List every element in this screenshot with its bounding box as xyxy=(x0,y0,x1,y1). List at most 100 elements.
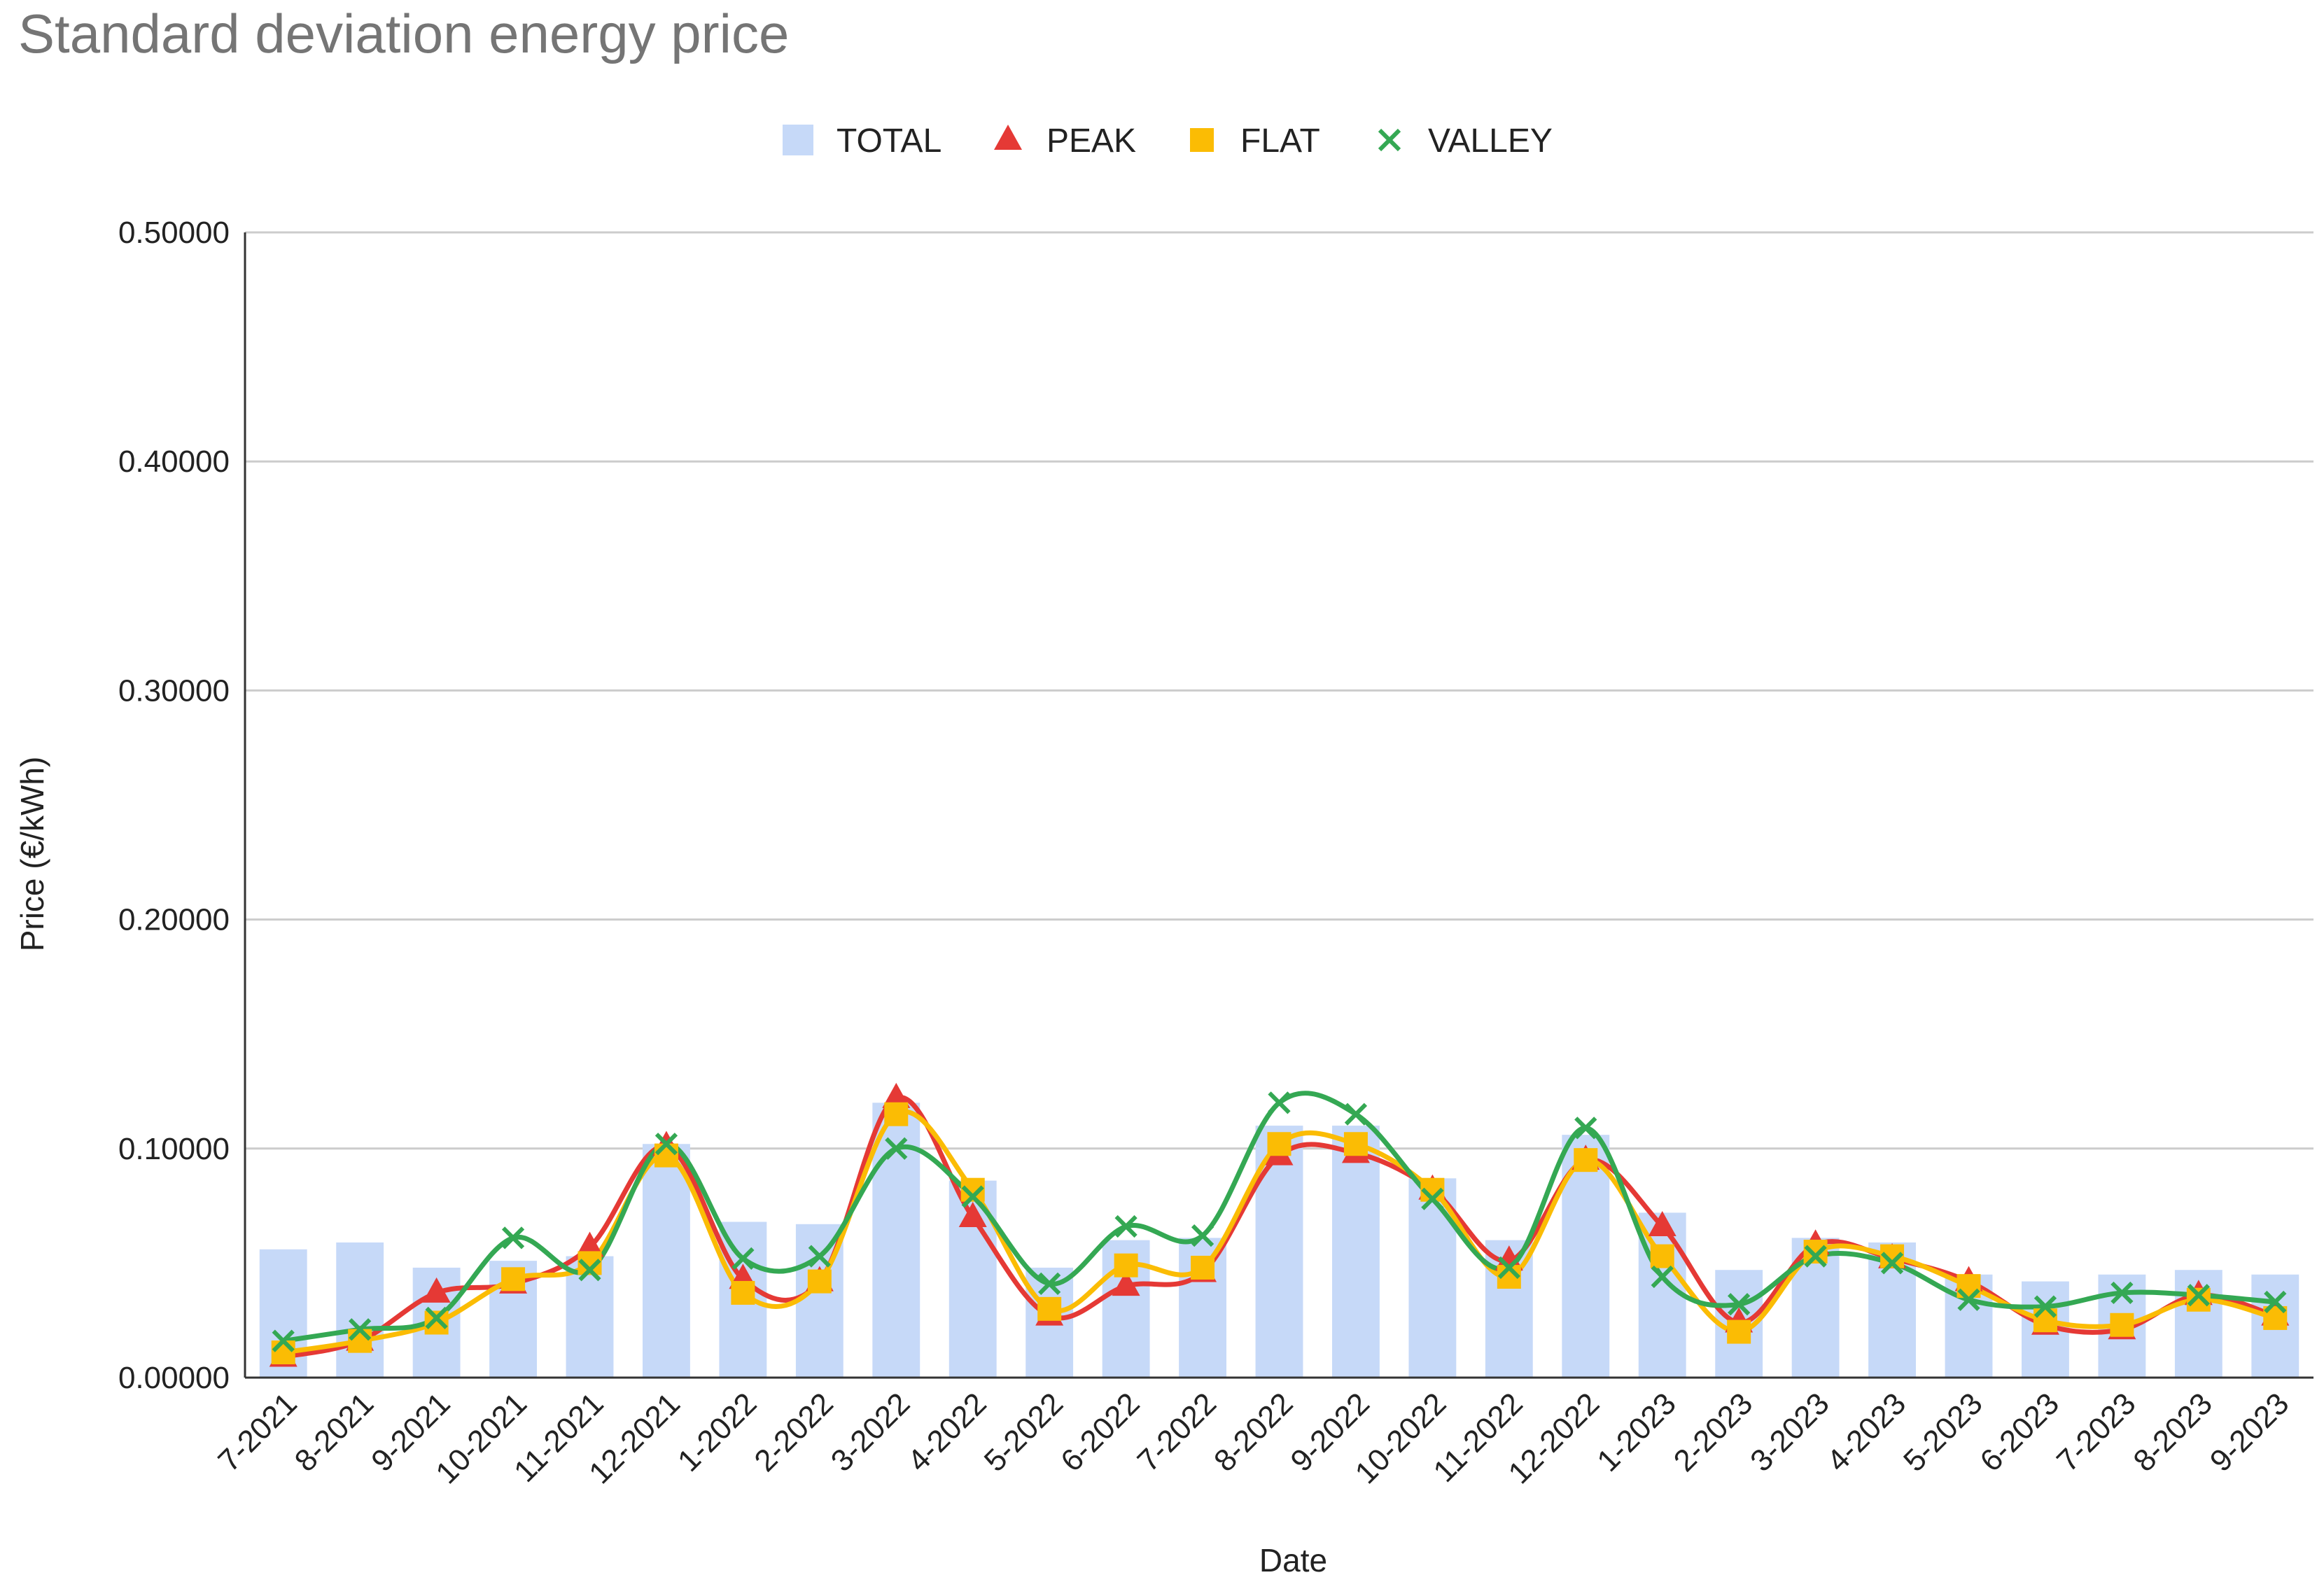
point-flat xyxy=(884,1102,909,1126)
legend-marker-flat xyxy=(1190,128,1214,152)
gridlines xyxy=(245,231,2314,1150)
point-flat xyxy=(2186,1287,2211,1312)
x-tick-label: 1-2022 xyxy=(671,1386,764,1478)
x-tick-label: 3-2022 xyxy=(825,1386,917,1478)
y-tick-label: 0.20000 xyxy=(118,903,230,937)
point-flat xyxy=(1037,1296,1062,1321)
x-tick-label: 6-2022 xyxy=(1054,1386,1147,1478)
bar-total xyxy=(1332,1126,1380,1378)
x-tick-label: 8-2023 xyxy=(2127,1386,2219,1478)
point-flat xyxy=(1727,1320,1751,1344)
y-axis-ticks: 0.00000 0.10000 0.20000 0.30000 0.40000 0.500… xyxy=(118,216,230,1395)
point-valley xyxy=(1191,1224,1214,1247)
point-flat xyxy=(731,1280,755,1305)
legend-marker-valley xyxy=(1378,128,1401,152)
y-tick-label: 0.50000 xyxy=(118,216,230,250)
point-valley xyxy=(2264,1290,2287,1314)
point-flat xyxy=(501,1267,526,1292)
point-flat xyxy=(1267,1132,1292,1156)
point-flat xyxy=(1191,1255,1215,1280)
series-lines xyxy=(269,1082,2290,1367)
x-tick-label: 8-2022 xyxy=(1208,1386,1300,1478)
point-valley xyxy=(732,1247,755,1270)
point-peak xyxy=(1112,1270,1140,1296)
x-tick-label: 3-2023 xyxy=(1744,1386,1836,1478)
legend: TOTAL PEAK FLAT VALLEY xyxy=(783,122,1553,160)
x-tick-label: 4-2022 xyxy=(901,1386,993,1478)
point-flat xyxy=(2110,1312,2134,1337)
bar-total xyxy=(872,1102,920,1378)
point-peak xyxy=(422,1277,451,1303)
point-flat xyxy=(654,1143,678,1168)
x-tick-label: 5-2023 xyxy=(1897,1386,1989,1478)
y-tick-label: 0.30000 xyxy=(118,673,230,708)
bar-total xyxy=(566,1256,614,1378)
point-flat xyxy=(1803,1240,1828,1264)
point-valley xyxy=(654,1133,678,1156)
point-valley xyxy=(1728,1293,1751,1316)
x-tick-label: 7-2022 xyxy=(1131,1386,1224,1478)
point-valley xyxy=(1497,1256,1520,1280)
point-valley xyxy=(1804,1245,1827,1268)
point-valley xyxy=(1880,1252,1904,1275)
y-tick-label: 0.10000 xyxy=(118,1132,230,1166)
point-valley xyxy=(349,1318,372,1341)
x-tick-label: 4-2023 xyxy=(1821,1386,1913,1478)
point-flat xyxy=(1114,1253,1138,1278)
x-axis-title: Date xyxy=(1259,1542,1327,1578)
legend-label-peak: PEAK xyxy=(1046,122,1136,160)
x-tick-label: 9-2023 xyxy=(2204,1386,2296,1478)
y-tick-label: 0.40000 xyxy=(118,444,230,479)
bar-total xyxy=(336,1242,384,1378)
x-axis-ticks: 7-20218-20219-202110-202111-202112-20211… xyxy=(211,1386,2295,1490)
chart-title: Standard deviation energy price xyxy=(18,3,789,64)
bar-total xyxy=(643,1144,690,1378)
legend-label-valley: VALLEY xyxy=(1428,122,1553,160)
point-flat xyxy=(424,1310,449,1335)
point-valley xyxy=(1114,1214,1138,1238)
bar-total xyxy=(1638,1212,1686,1378)
point-peak xyxy=(575,1231,604,1257)
point-flat xyxy=(1574,1148,1598,1172)
point-peak xyxy=(882,1082,911,1108)
point-valley xyxy=(1651,1265,1674,1289)
legend-label-flat: FLAT xyxy=(1240,122,1320,160)
point-valley xyxy=(1268,1091,1291,1114)
point-valley xyxy=(2033,1295,2057,1318)
point-valley xyxy=(2187,1284,2210,1307)
x-tick-label: 7-2021 xyxy=(211,1386,304,1478)
legend-label-total: TOTAL xyxy=(836,122,941,160)
point-valley xyxy=(501,1226,525,1250)
point-flat xyxy=(348,1329,372,1353)
point-peak xyxy=(1494,1245,1523,1271)
point-valley xyxy=(885,1137,908,1160)
bars-total xyxy=(259,1102,2300,1378)
point-peak xyxy=(958,1201,987,1227)
point-flat xyxy=(1650,1244,1674,1268)
point-flat xyxy=(807,1269,832,1294)
y-axis-title: Price (€/kWh) xyxy=(14,757,50,952)
point-valley xyxy=(272,1329,295,1352)
point-valley xyxy=(425,1306,448,1330)
x-tick-label: 1-2023 xyxy=(1590,1386,1683,1478)
point-valley xyxy=(808,1245,831,1268)
x-tick-label: 6-2023 xyxy=(1973,1386,2066,1478)
point-valley xyxy=(578,1259,601,1282)
point-valley xyxy=(2110,1281,2134,1305)
x-tick-label: 7-2023 xyxy=(2050,1386,2143,1478)
point-valley xyxy=(1957,1288,1980,1311)
x-tick-label: 2-2022 xyxy=(748,1386,840,1478)
x-tick-label: 8-2021 xyxy=(288,1386,381,1478)
point-peak xyxy=(1648,1211,1676,1237)
point-valley xyxy=(1038,1272,1061,1295)
point-valley xyxy=(1574,1116,1597,1140)
point-valley xyxy=(961,1185,984,1208)
legend-marker-peak xyxy=(994,125,1022,150)
y-tick-label: 0.00000 xyxy=(118,1361,230,1395)
point-valley xyxy=(1344,1102,1368,1126)
x-tick-label: 5-2022 xyxy=(978,1386,1070,1478)
point-valley xyxy=(1421,1187,1444,1210)
point-flat xyxy=(1343,1132,1368,1156)
point-flat xyxy=(271,1340,295,1365)
